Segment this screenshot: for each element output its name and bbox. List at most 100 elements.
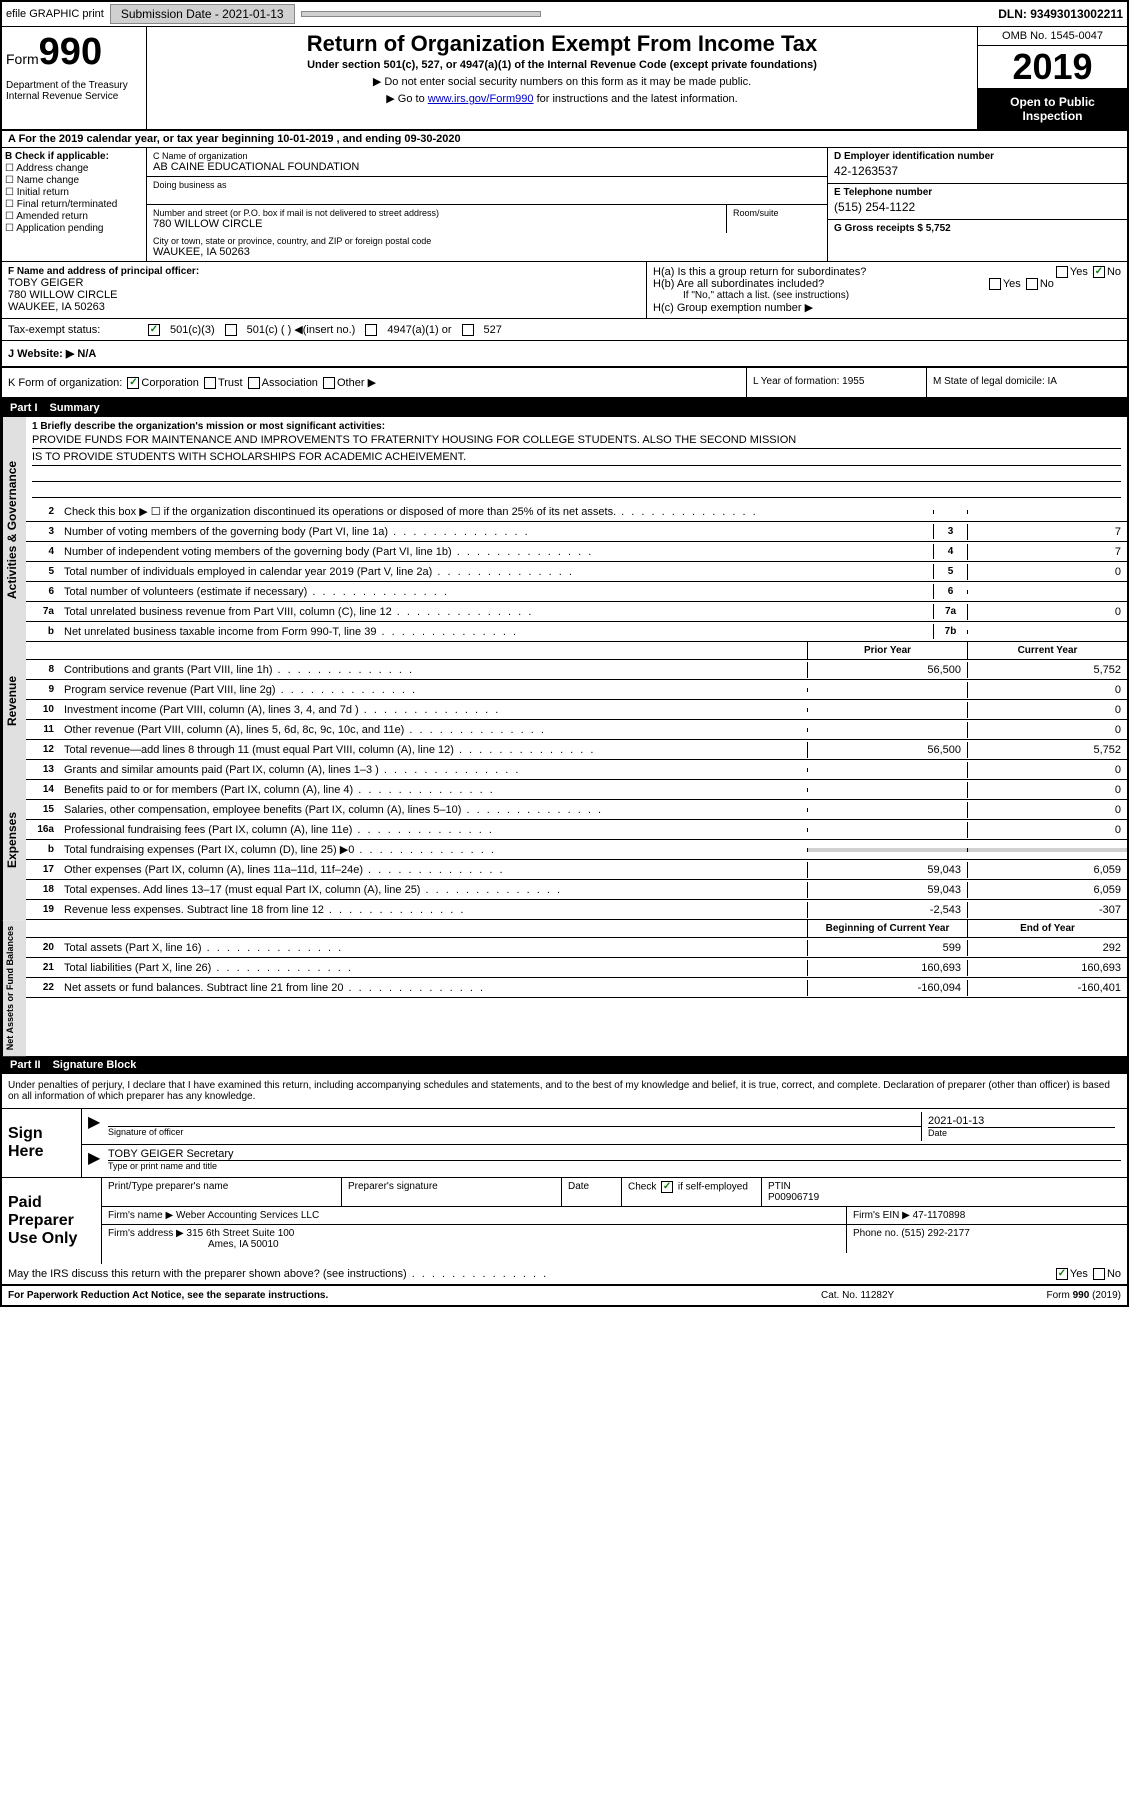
- hb-yes[interactable]: [989, 278, 1001, 290]
- gov-line: 6Total number of volunteers (estimate if…: [26, 582, 1127, 602]
- tax-status-row: Tax-exempt status: 501(c)(3) 501(c) ( ) …: [2, 319, 1127, 341]
- data-line: 9Program service revenue (Part VIII, lin…: [26, 680, 1127, 700]
- chk-amended[interactable]: ☐ Amended return: [5, 211, 143, 222]
- open-public-badge: Open to Public Inspection: [978, 89, 1127, 129]
- chk-other[interactable]: [323, 377, 335, 389]
- data-line: 11Other revenue (Part VIII, column (A), …: [26, 720, 1127, 740]
- mission-block: 1 Briefly describe the organization's mi…: [26, 417, 1127, 502]
- firm-addr-row: Firm's address ▶ 315 6th Street Suite 10…: [102, 1225, 847, 1253]
- firm-ein: Firm's EIN ▶ 47-1170898: [847, 1207, 1127, 1224]
- prep-date-h: Date: [562, 1178, 622, 1206]
- preparer-label: Paid Preparer Use Only: [2, 1178, 102, 1264]
- gov-line: 4Number of independent voting members of…: [26, 542, 1127, 562]
- chk-final-return[interactable]: ☐ Final return/terminated: [5, 199, 143, 210]
- sig-name: TOBY GEIGER Secretary: [108, 1148, 1121, 1160]
- section-de: D Employer identification number 42-1263…: [827, 148, 1127, 261]
- form-header: Form990 Department of the TreasuryIntern…: [2, 27, 1127, 131]
- gross-receipts: G Gross receipts $ 5,752: [834, 223, 1121, 234]
- chk-assoc[interactable]: [248, 377, 260, 389]
- form-subtitle: Under section 501(c), 527, or 4947(a)(1)…: [155, 59, 969, 71]
- chk-501c[interactable]: [225, 324, 237, 336]
- discuss-yes[interactable]: [1056, 1268, 1068, 1280]
- form990-link[interactable]: www.irs.gov/Form990: [428, 93, 534, 105]
- dept-label: Department of the TreasuryInternal Reven…: [6, 80, 142, 102]
- net-header: Beginning of Current Year End of Year: [26, 920, 1127, 938]
- data-line: 22Net assets or fund balances. Subtract …: [26, 978, 1127, 998]
- discuss-no[interactable]: [1093, 1268, 1105, 1280]
- data-line: bTotal fundraising expenses (Part IX, co…: [26, 840, 1127, 860]
- netassets-tab: Net Assets or Fund Balances: [2, 920, 26, 1056]
- gov-line: 2Check this box ▶ ☐ if the organization …: [26, 502, 1127, 522]
- section-c: C Name of organization AB CAINE EDUCATIO…: [147, 148, 827, 261]
- sig-arrow2-icon: ▶: [88, 1148, 108, 1171]
- state-domicile: M State of legal domicile: IA: [927, 368, 1127, 397]
- phone-value: (515) 254-1122: [834, 198, 1121, 216]
- formorg-row: K Form of organization: Corporation Trus…: [2, 368, 1127, 399]
- chk-501c3[interactable]: [148, 324, 160, 336]
- sig-date-value: 2021-01-13: [928, 1115, 1115, 1127]
- ha-row: H(a) Is this a group return for subordin…: [653, 266, 1121, 278]
- officer-addr1: 780 WILLOW CIRCLE: [8, 289, 640, 301]
- part1-num: Part I: [10, 402, 38, 414]
- addr-value: 780 WILLOW CIRCLE: [153, 218, 720, 230]
- part2-title: Signature Block: [53, 1059, 137, 1071]
- form-number: 990: [39, 31, 102, 73]
- b-label: B Check if applicable:: [5, 151, 143, 162]
- ein-label: D Employer identification number: [834, 151, 1121, 162]
- prep-selfemp: Check if self-employed: [622, 1178, 762, 1206]
- prep-ptin: PTINP00906719: [762, 1178, 1127, 1206]
- ha-yes[interactable]: [1056, 266, 1068, 278]
- footer-right: Form 990 (2019): [971, 1290, 1121, 1301]
- officer-label: F Name and address of principal officer:: [8, 266, 640, 277]
- data-line: 13Grants and similar amounts paid (Part …: [26, 760, 1127, 780]
- firm-phone: Phone no. (515) 292-2177: [847, 1225, 1127, 1253]
- ein-value: 42-1263537: [834, 162, 1121, 180]
- end-year-header: End of Year: [967, 920, 1127, 937]
- prior-year-header: Prior Year: [807, 642, 967, 659]
- data-line: 8Contributions and grants (Part VIII, li…: [26, 660, 1127, 680]
- chk-527[interactable]: [462, 324, 474, 336]
- gov-line: 5Total number of individuals employed in…: [26, 562, 1127, 582]
- efile-label: efile GRAPHIC print: [6, 8, 104, 20]
- discuss-text: May the IRS discuss this return with the…: [8, 1268, 548, 1280]
- website-row: J Website: ▶ N/A: [2, 341, 1127, 368]
- chk-address-change[interactable]: ☐ Address change: [5, 163, 143, 174]
- tax-year: 2019: [978, 46, 1127, 89]
- hb-note: If "No," attach a list. (see instruction…: [653, 290, 1121, 301]
- chk-selfemp[interactable]: [661, 1181, 673, 1193]
- part1-title: Summary: [50, 402, 100, 414]
- mission-blank1: [32, 466, 1121, 482]
- chk-corp[interactable]: [127, 377, 139, 389]
- prep-name-h: Print/Type preparer's name: [102, 1178, 342, 1206]
- chk-4947[interactable]: [365, 324, 377, 336]
- chk-trust[interactable]: [204, 377, 216, 389]
- chk-name-change[interactable]: ☐ Name change: [5, 175, 143, 186]
- mission-blank2: [32, 482, 1121, 498]
- topbar: efile GRAPHIC print Submission Date - 20…: [2, 2, 1127, 27]
- website-value: N/A: [77, 348, 96, 360]
- footer-mid: Cat. No. 11282Y: [821, 1290, 971, 1301]
- firm-name-row: Firm's name ▶ Weber Accounting Services …: [102, 1207, 847, 1224]
- officer-addr2: WAUKEE, IA 50263: [8, 301, 640, 313]
- mission-text1: PROVIDE FUNDS FOR MAINTENANCE AND IMPROV…: [32, 432, 1121, 449]
- data-line: 12Total revenue—add lines 8 through 11 (…: [26, 740, 1127, 760]
- part2-header: Part II Signature Block: [2, 1056, 1127, 1074]
- chk-app-pending[interactable]: ☐ Application pending: [5, 223, 143, 234]
- form-note1: ▶ Do not enter social security numbers o…: [155, 75, 969, 88]
- form-title: Return of Organization Exempt From Incom…: [155, 31, 969, 57]
- info-section: B Check if applicable: ☐ Address change …: [2, 148, 1127, 262]
- submission-date-button[interactable]: Submission Date - 2021-01-13: [110, 4, 295, 24]
- revenue-tab: Revenue: [2, 642, 26, 760]
- data-line: 19Revenue less expenses. Subtract line 1…: [26, 900, 1127, 920]
- year-formation: L Year of formation: 1955: [747, 368, 927, 397]
- hb-row: H(b) Are all subordinates included? Yes …: [653, 278, 1121, 290]
- form-label: Form: [6, 51, 39, 67]
- chk-initial-return[interactable]: ☐ Initial return: [5, 187, 143, 198]
- sign-here-label: Sign Here: [2, 1109, 82, 1177]
- blank-button[interactable]: [301, 11, 541, 17]
- room-label: Room/suite: [727, 205, 827, 233]
- ha-no[interactable]: [1093, 266, 1105, 278]
- hb-no[interactable]: [1026, 278, 1038, 290]
- discuss-row: May the IRS discuss this return with the…: [2, 1264, 1127, 1285]
- gov-line: 3Number of voting members of the governi…: [26, 522, 1127, 542]
